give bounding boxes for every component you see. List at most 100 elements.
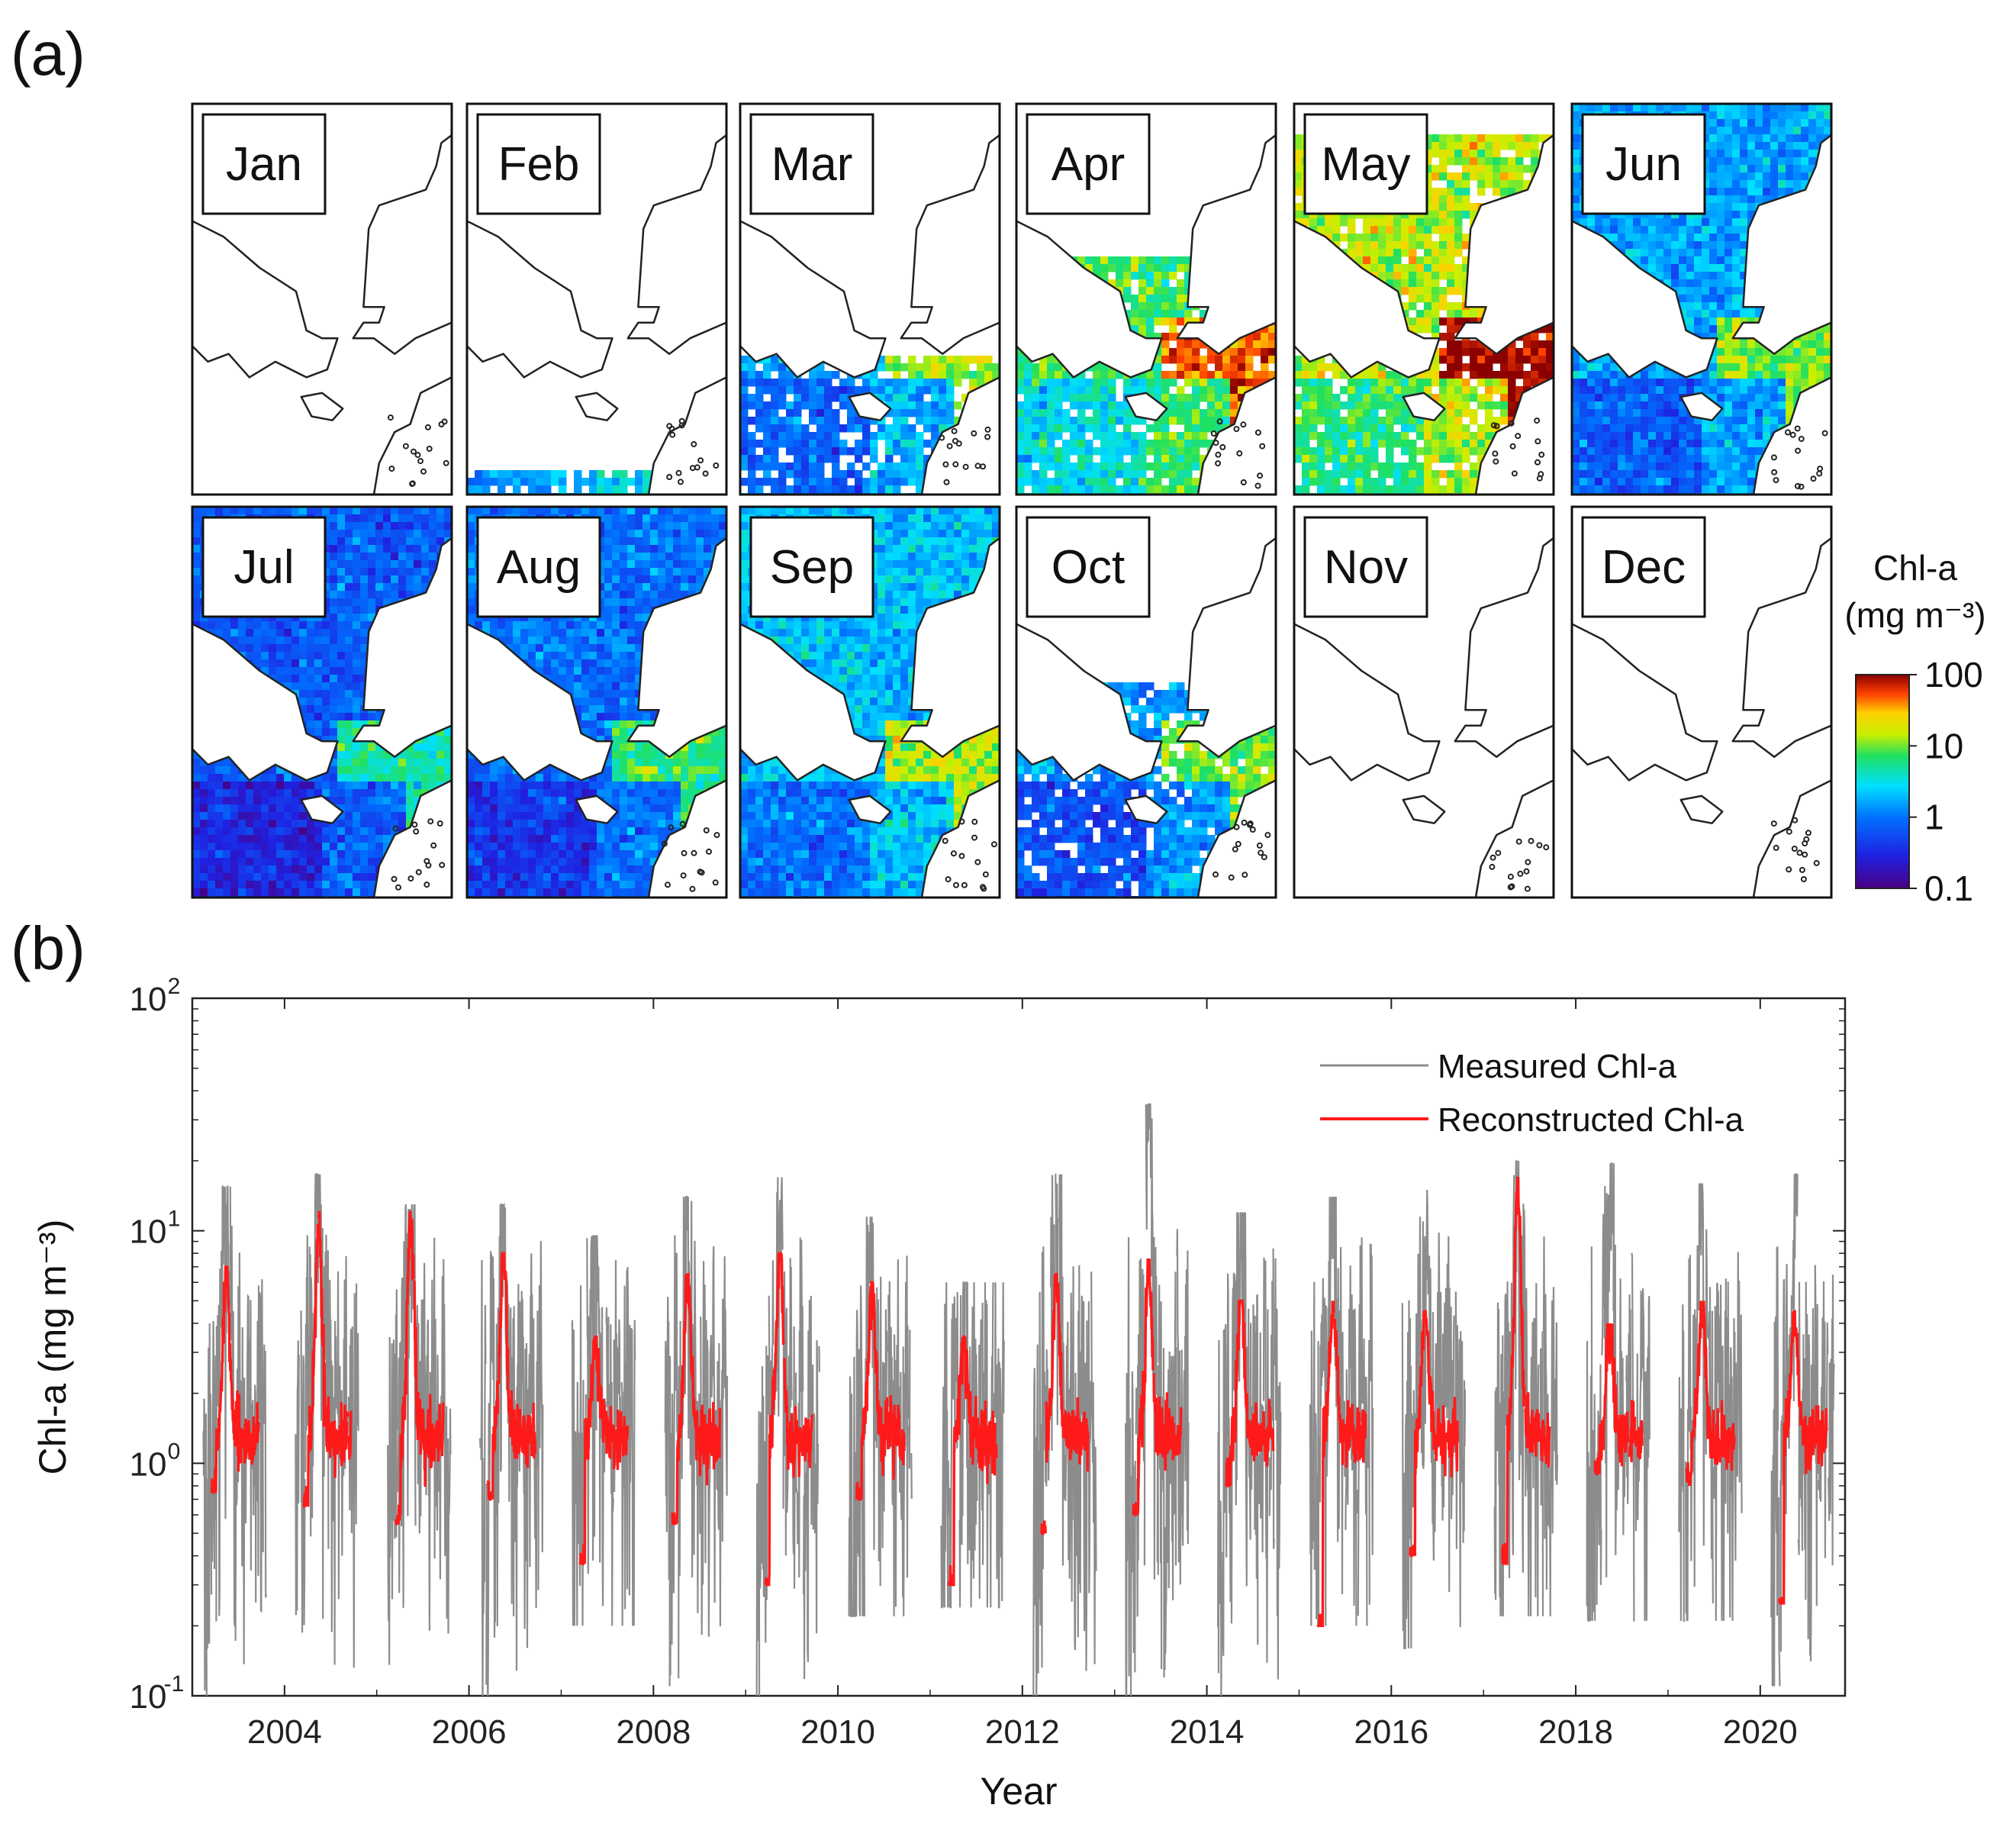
measured-line-segment: [1828, 1275, 1835, 1566]
islet: [1538, 451, 1545, 458]
islet: [952, 437, 958, 444]
islet: [1228, 874, 1235, 881]
map-apr: Apr: [1015, 102, 1277, 496]
reconstructed-line-segment: [1501, 1544, 1506, 1565]
land-mass: [192, 220, 339, 379]
islet: [713, 462, 720, 469]
map-jun: Jun: [1570, 102, 1833, 496]
reconstructed-line-segment: [578, 1335, 613, 1565]
islet: [1524, 885, 1531, 892]
islet: [1534, 417, 1541, 424]
islet: [974, 859, 981, 865]
land-mass: [1454, 134, 1554, 355]
land-mass: [900, 134, 1000, 355]
x-tick-label: 2004: [247, 1713, 322, 1751]
land-mass: [1454, 537, 1554, 758]
measured-line-segment: [1712, 1252, 1743, 1621]
reconstructed-line-segment: [498, 1252, 512, 1438]
measured-line-segment: [300, 1310, 306, 1633]
islet: [1786, 828, 1792, 835]
islet: [675, 469, 682, 476]
islet: [413, 828, 420, 835]
islet: [1233, 823, 1240, 830]
x-tick-label: 2020: [1723, 1713, 1798, 1751]
islet: [713, 832, 720, 839]
y-tick-label: 10: [130, 1678, 167, 1716]
measured-line-segment: [1493, 1175, 1515, 1616]
colorbar-gradient: [1855, 674, 1910, 889]
islet: [1798, 483, 1805, 490]
land-mass: [1752, 779, 1831, 898]
measured-line-segment: [296, 1340, 300, 1611]
map-sep: Sep: [739, 505, 1001, 899]
islet: [414, 452, 421, 459]
measured-line-segment: [1135, 1387, 1138, 1435]
land-mass: [848, 392, 892, 421]
y-axis-title: Chl-a (mg m⁻³): [31, 1220, 74, 1475]
islet: [945, 876, 952, 883]
measured-line-segment: [981, 1302, 985, 1565]
measured-line-segment: [202, 1398, 208, 1696]
measured-line-segment: [1463, 1380, 1467, 1532]
islet: [1770, 454, 1777, 461]
land-mass: [1176, 537, 1276, 758]
islet: [712, 879, 719, 886]
measured-line-segment: [1357, 1237, 1368, 1626]
measured-line-segment: [1151, 1118, 1158, 1580]
islet: [689, 885, 696, 892]
land-mass: [1294, 623, 1441, 782]
islet: [971, 818, 978, 825]
month-label-jun: Jun: [1605, 138, 1682, 191]
islet: [1508, 420, 1515, 427]
islet: [1241, 819, 1248, 826]
measured-line-segment: [755, 1411, 761, 1696]
month-label-mar: Mar: [771, 138, 853, 191]
islet: [971, 430, 977, 437]
reconstructed-line-segment: [1045, 1273, 1090, 1472]
map-feb: Feb: [465, 102, 728, 496]
islet: [942, 837, 948, 844]
x-tick-label: 2018: [1538, 1713, 1613, 1751]
map-water-field: [1294, 537, 1554, 898]
measured-line-segment: [1145, 1103, 1152, 1230]
land-mass: [1402, 794, 1446, 824]
islet: [1525, 859, 1531, 865]
islet: [1493, 458, 1499, 465]
measured-line-segment: [1601, 1213, 1605, 1355]
islet: [1246, 821, 1253, 828]
measured-line-segment: [984, 1282, 994, 1608]
islet: [1257, 472, 1264, 479]
islet: [1536, 475, 1543, 482]
month-label-box: [476, 516, 601, 618]
measured-line-segment: [215, 1185, 230, 1622]
islet: [1535, 459, 1541, 466]
series-reconstructed: [210, 1176, 1828, 1627]
map-water-field: [740, 134, 1000, 495]
measured-line-segment: [1590, 1246, 1596, 1621]
islet: [1813, 859, 1820, 866]
map-dec: Dec: [1570, 505, 1833, 899]
land-mass: [848, 794, 892, 824]
measured-line-segment: [1409, 1217, 1423, 1648]
map-may: May: [1293, 102, 1555, 496]
reconstructed-line-segment: [994, 1444, 998, 1458]
month-label-dec: Dec: [1602, 541, 1686, 594]
measured-line-segment: [1312, 1281, 1316, 1571]
x-tick-label: 2008: [616, 1713, 691, 1751]
month-label-box: [1303, 516, 1428, 618]
map-frame: [465, 505, 728, 899]
reconstructed-line-segment: [1326, 1300, 1335, 1416]
islet: [1216, 418, 1223, 425]
measured-line-segment: [993, 1282, 1005, 1609]
measured-line-segment: [1090, 1271, 1097, 1665]
reconstructed-line-segment: [1799, 1400, 1803, 1426]
islet: [668, 824, 675, 831]
measured-line-segment: [1517, 1160, 1540, 1616]
map-aug: Aug: [465, 505, 728, 899]
islet: [679, 820, 686, 827]
month-label-box: [1026, 113, 1151, 215]
land-mass: [467, 220, 613, 379]
islet: [407, 875, 414, 882]
land-mass: [1572, 623, 1718, 782]
islet: [1240, 479, 1247, 485]
